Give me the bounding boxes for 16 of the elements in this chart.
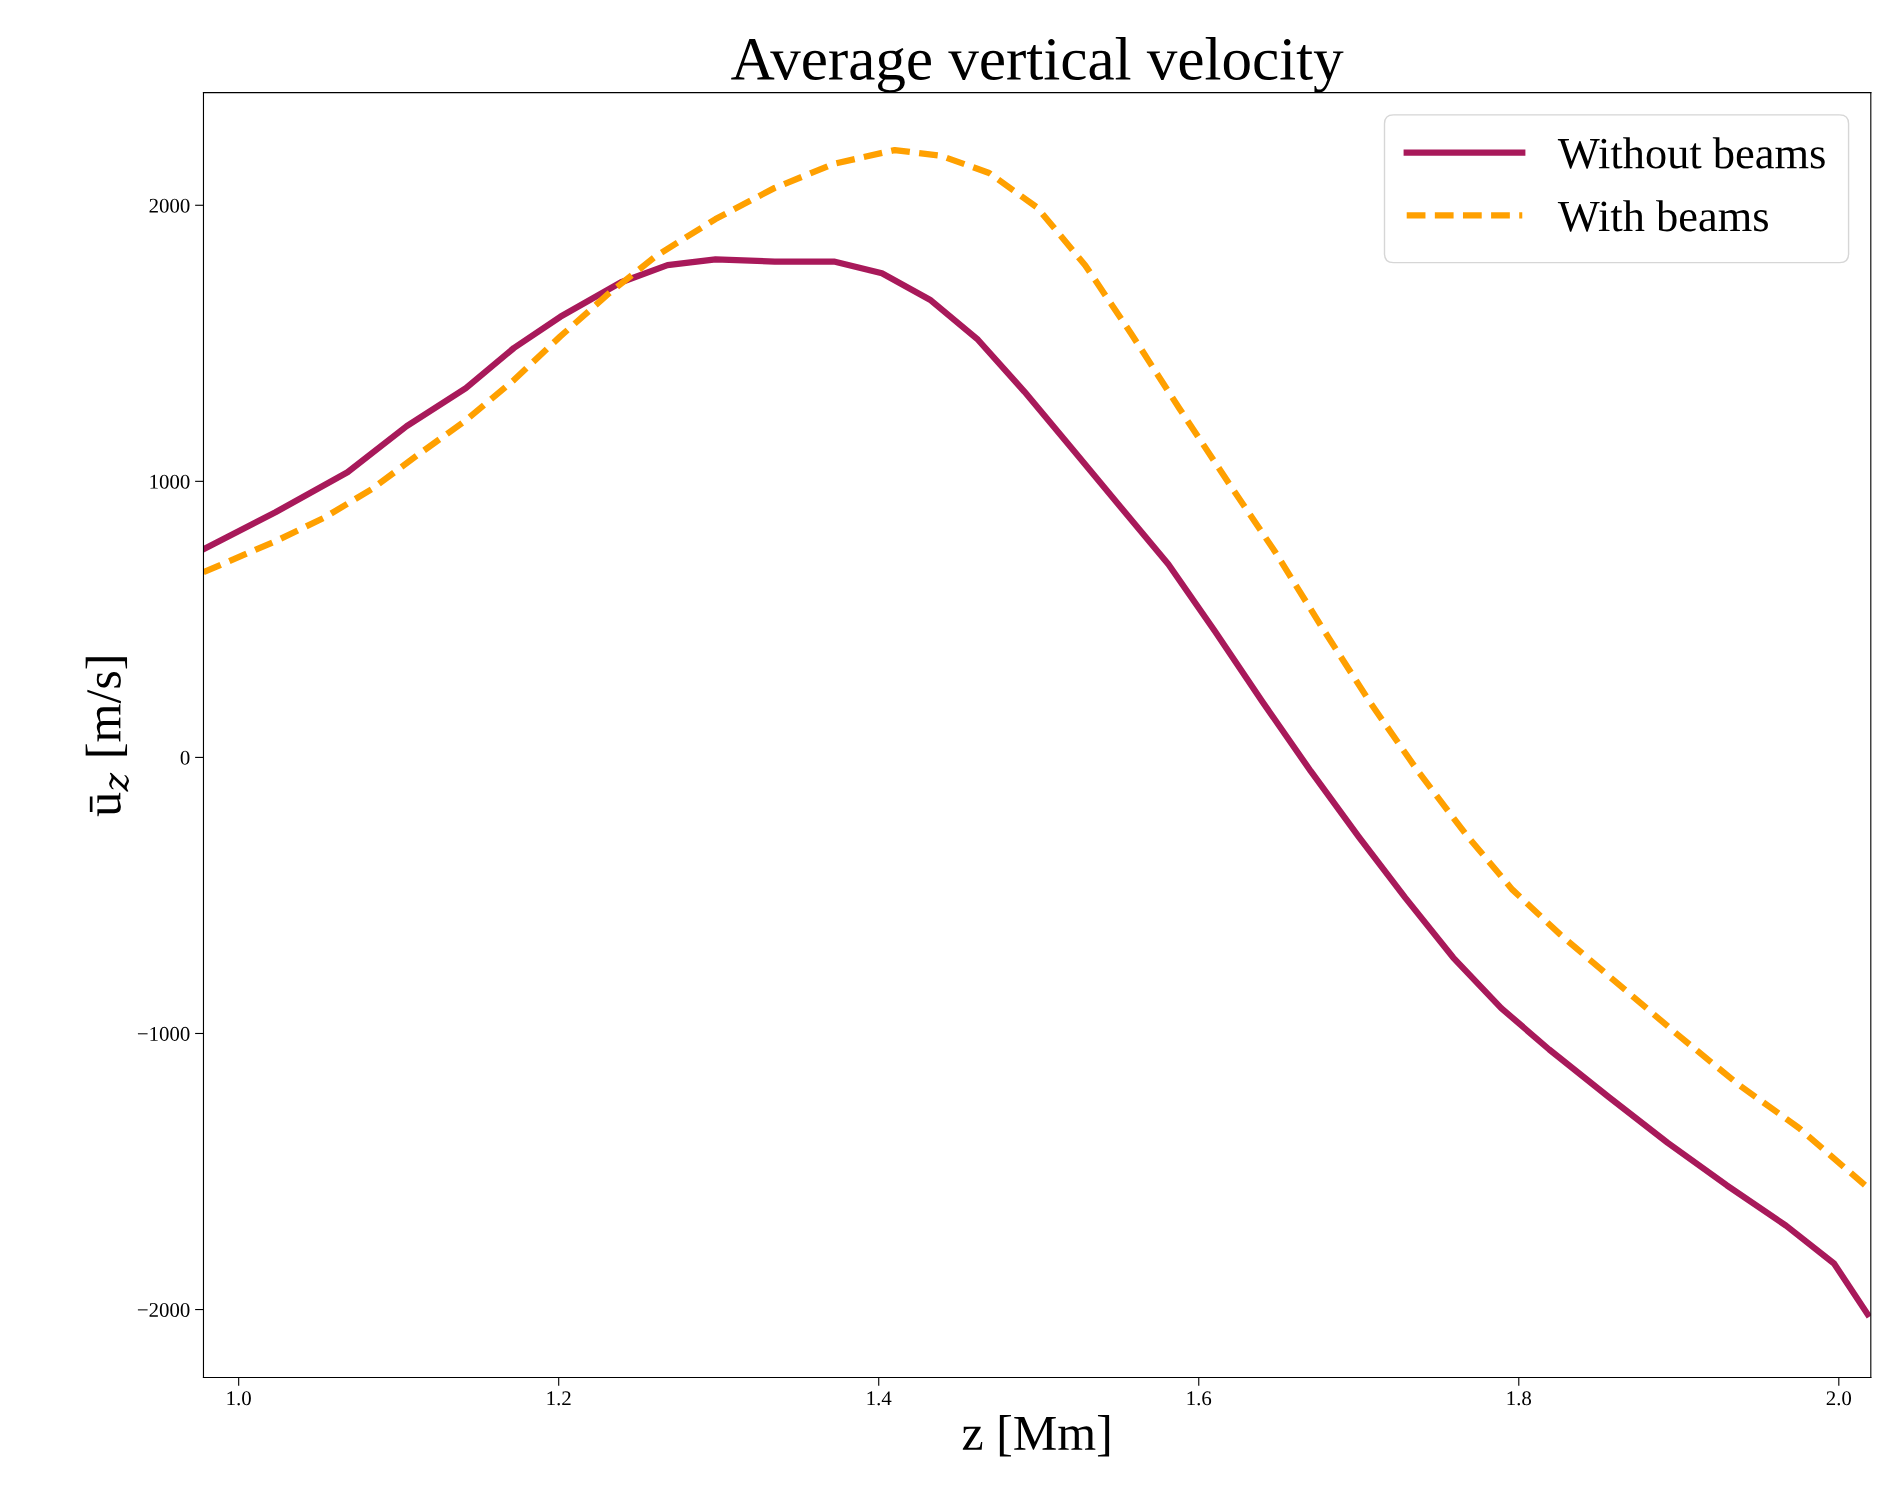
x-tick-label: 1.8 xyxy=(1507,1391,1532,1406)
x-tick-label: 1.2 xyxy=(547,1391,571,1406)
y-tick-label: 1000 xyxy=(150,474,190,489)
x-tick-label: 2.0 xyxy=(1826,1391,1852,1406)
x-tick-label: 1.0 xyxy=(227,1391,251,1406)
y-tick-label: −1000 xyxy=(137,1026,190,1041)
legend-label: Without beams xyxy=(1557,137,1825,169)
y-tick-label: 2000 xyxy=(149,198,190,213)
chart-title: Average vertical velocity xyxy=(731,37,1344,93)
x-tick-label: 1.4 xyxy=(867,1391,892,1406)
legend-label: With beams xyxy=(1557,200,1768,232)
x-axis-title: z [Mm] xyxy=(962,1415,1110,1457)
y-tick-label: 0 xyxy=(180,750,190,765)
y-axis-title: ū$_{z}$ [m/s] xyxy=(85,657,130,817)
x-tick-label: 1.6 xyxy=(1187,1391,1212,1406)
y-tick-label: −2000 xyxy=(137,1302,190,1317)
